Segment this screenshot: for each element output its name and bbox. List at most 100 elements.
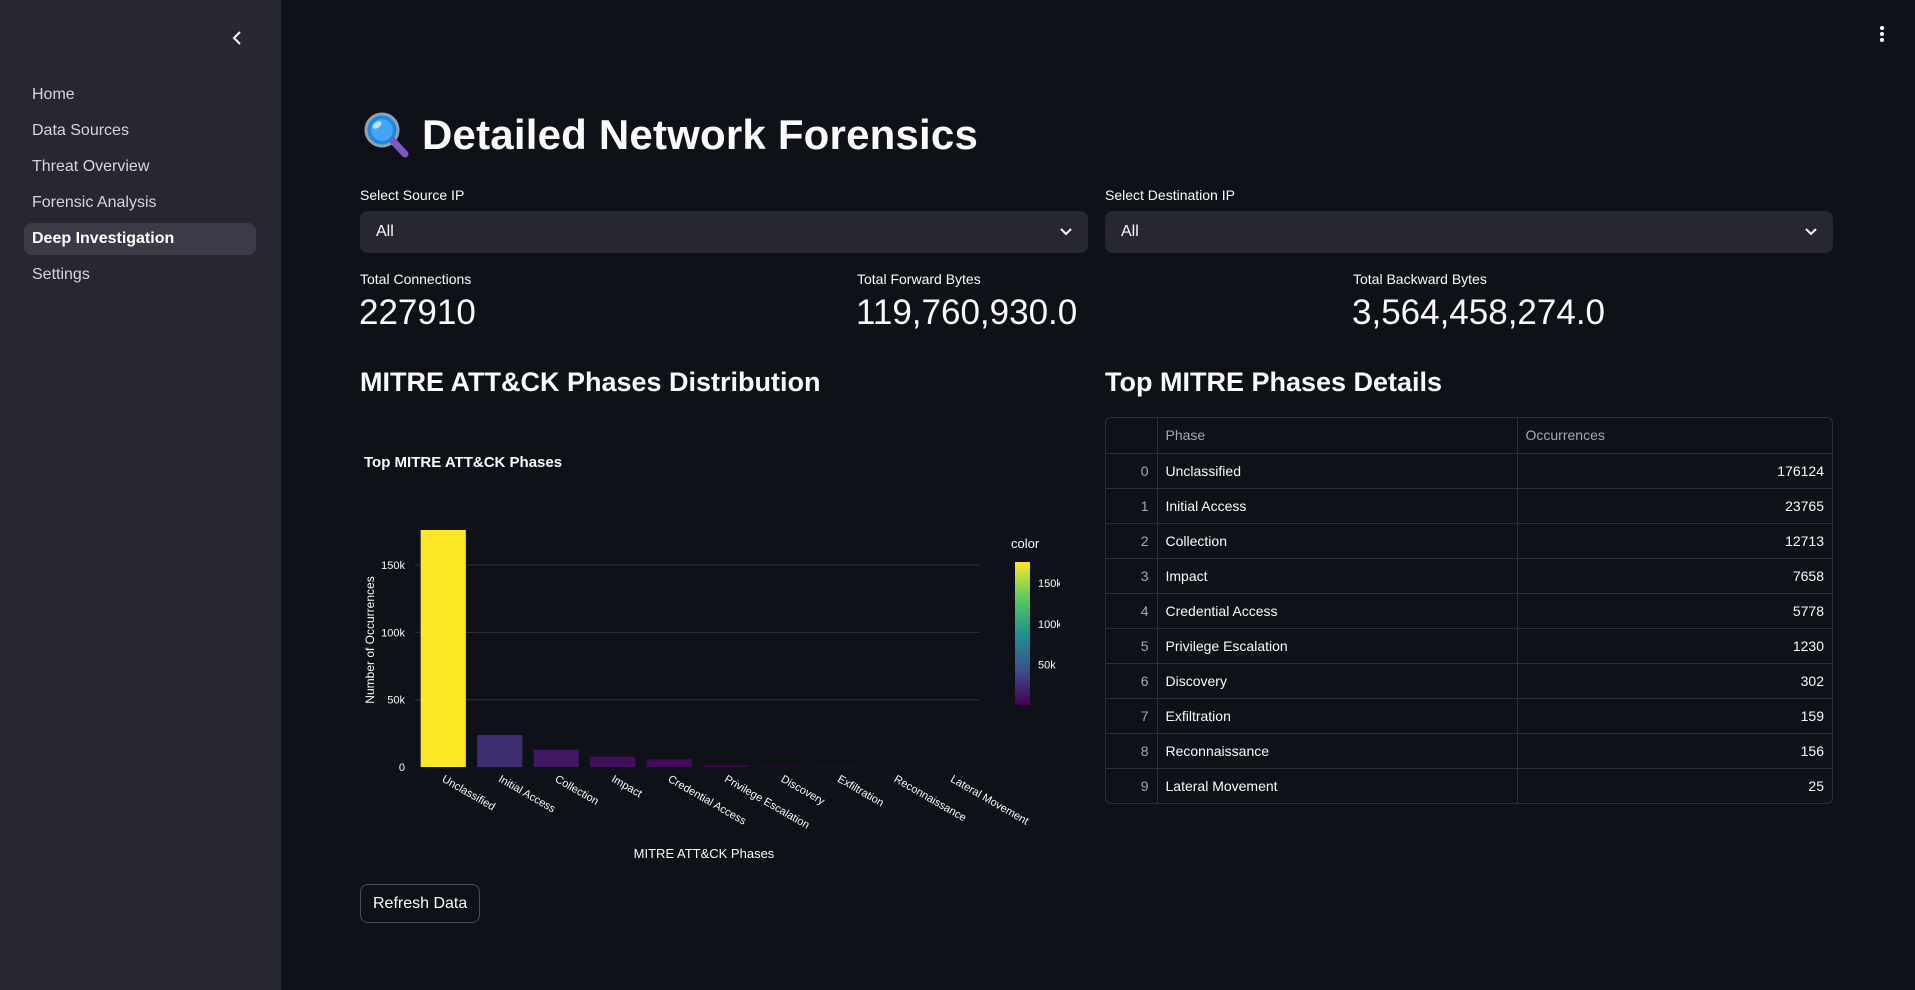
x-tick-label: Impact bbox=[609, 773, 644, 800]
row-index: 1 bbox=[1106, 488, 1158, 524]
table-row[interactable]: 8 Reconnaissance 156 bbox=[1106, 733, 1832, 769]
table-header-row: Phase Occurrences bbox=[1106, 418, 1832, 454]
row-phase: Lateral Movement bbox=[1157, 768, 1518, 803]
sidebar-item-deep-investigation[interactable]: Deep Investigation bbox=[24, 223, 256, 255]
sidebar-nav: Home Data Sources Threat Overview Forens… bbox=[24, 79, 256, 295]
bar-discovery bbox=[759, 766, 805, 768]
row-index: 8 bbox=[1106, 733, 1158, 769]
row-index: 4 bbox=[1106, 593, 1158, 629]
colorbar bbox=[1015, 562, 1030, 705]
row-phase: Exfiltration bbox=[1157, 698, 1518, 734]
metric-value-total-connections: 227910 bbox=[359, 293, 476, 332]
row-phase: Collection bbox=[1157, 523, 1518, 559]
colorbar-tick-label: 100k bbox=[1038, 619, 1060, 631]
destination-ip-select[interactable]: All bbox=[1105, 211, 1833, 253]
destination-ip-label: Select Destination IP bbox=[1105, 187, 1235, 203]
source-ip-select[interactable]: All bbox=[360, 211, 1088, 253]
chevron-down-icon bbox=[1805, 228, 1817, 236]
mitre-phases-table[interactable]: Phase Occurrences 0 Unclassified 176124 1 In… bbox=[1105, 417, 1833, 804]
main-menu-button[interactable] bbox=[1873, 22, 1891, 46]
destination-ip-value: All bbox=[1121, 223, 1139, 240]
bar-exfiltration bbox=[816, 766, 862, 768]
sidebar-item-label: Settings bbox=[32, 266, 90, 283]
row-index: 0 bbox=[1106, 453, 1158, 489]
column-header-index[interactable] bbox=[1106, 418, 1158, 454]
row-phase: Reconnaissance bbox=[1157, 733, 1518, 769]
y-tick-label: 0 bbox=[399, 762, 405, 774]
source-ip-label: Select Source IP bbox=[360, 187, 465, 203]
x-tick-label: Exfiltration bbox=[835, 773, 885, 809]
row-phase: Discovery bbox=[1157, 663, 1518, 699]
table-section-title: Top MITRE Phases Details bbox=[1105, 367, 1443, 397]
table-row[interactable]: 1 Initial Access 23765 bbox=[1106, 488, 1832, 524]
sidebar-item-label: Deep Investigation bbox=[32, 230, 175, 247]
table-row[interactable]: 5 Privilege Escalation 1230 bbox=[1106, 628, 1832, 664]
sidebar: Home Data Sources Threat Overview Forens… bbox=[0, 0, 281, 990]
row-phase: Initial Access bbox=[1157, 488, 1518, 524]
sidebar-item-label: Home bbox=[32, 86, 75, 103]
row-index: 6 bbox=[1106, 663, 1158, 699]
x-axis-label: MITRE ATT&CK Phases bbox=[634, 846, 775, 861]
bar-privilege-escalation bbox=[703, 765, 749, 767]
table-row[interactable]: 9 Lateral Movement 25 bbox=[1106, 768, 1832, 803]
x-tick-label: Unclassified bbox=[440, 773, 497, 813]
row-occurrences: 302 bbox=[1517, 663, 1832, 699]
row-occurrences: 156 bbox=[1517, 733, 1832, 769]
y-tick-label: 50k bbox=[387, 695, 405, 707]
y-axis-label: Number of Occurrences bbox=[363, 576, 377, 703]
table-row[interactable]: 3 Impact 7658 bbox=[1106, 558, 1832, 594]
row-occurrences: 12713 bbox=[1517, 523, 1832, 559]
column-header-occurrences[interactable]: Occurrences bbox=[1517, 418, 1832, 454]
metric-value-total-backward-bytes: 3,564,458,274.0 bbox=[1352, 293, 1606, 332]
bar-impact bbox=[590, 756, 636, 767]
refresh-data-button[interactable]: Refresh Data bbox=[360, 884, 481, 923]
x-tick-label: Collection bbox=[553, 773, 601, 808]
table-row[interactable]: 6 Discovery 302 bbox=[1106, 663, 1832, 699]
table-row[interactable]: 7 Exfiltration 159 bbox=[1106, 698, 1832, 734]
row-index: 9 bbox=[1106, 768, 1158, 803]
collapse-sidebar-button[interactable] bbox=[228, 26, 246, 50]
sidebar-item-threat-overview[interactable]: Threat Overview bbox=[24, 151, 256, 183]
row-index: 3 bbox=[1106, 558, 1158, 594]
sidebar-item-data-sources[interactable]: Data Sources bbox=[24, 115, 256, 147]
table-row[interactable]: 4 Credential Access 5778 bbox=[1106, 593, 1832, 629]
x-tick-label: Discovery bbox=[779, 773, 827, 808]
row-phase: Unclassified bbox=[1157, 453, 1518, 489]
y-tick-label: 100k bbox=[381, 627, 405, 639]
sidebar-item-forensic-analysis[interactable]: Forensic Analysis bbox=[24, 187, 256, 219]
x-tick-label: Initial Access bbox=[496, 773, 557, 815]
page-header: Detailed Network Forensics bbox=[360, 110, 978, 160]
magnifying-glass-icon bbox=[364, 112, 409, 158]
row-index: 2 bbox=[1106, 523, 1158, 559]
row-phase: Impact bbox=[1157, 558, 1518, 594]
row-occurrences: 23765 bbox=[1517, 488, 1832, 524]
sidebar-item-home[interactable]: Home bbox=[24, 79, 256, 111]
row-occurrences: 5778 bbox=[1517, 593, 1832, 629]
row-index: 5 bbox=[1106, 628, 1158, 664]
column-header-phase[interactable]: Phase bbox=[1157, 418, 1518, 454]
chart-title: Top MITRE ATT&CK Phases bbox=[364, 454, 562, 471]
table-row[interactable]: 2 Collection 12713 bbox=[1106, 523, 1832, 559]
metric-label-total-backward-bytes: Total Backward Bytes bbox=[1353, 271, 1487, 287]
row-occurrences: 7658 bbox=[1517, 558, 1832, 594]
bar-unclassified bbox=[420, 530, 466, 767]
colorbar-tick-label: 50k bbox=[1038, 659, 1056, 671]
bar-reconnaissance bbox=[872, 766, 918, 768]
mitre-phases-bar-chart: Top MITRE ATT&CK Phases 0 50k 100k 150k Unc… bbox=[363, 454, 1060, 861]
row-phase: Privilege Escalation bbox=[1157, 628, 1518, 664]
metric-value-total-forward-bytes: 119,760,930.0 bbox=[856, 293, 1078, 332]
row-occurrences: 25 bbox=[1808, 777, 1824, 794]
row-index: 7 bbox=[1106, 698, 1158, 734]
metric-label-total-connections: Total Connections bbox=[360, 271, 472, 287]
chevron-left-icon bbox=[232, 31, 241, 45]
row-occurrences: 1230 bbox=[1517, 628, 1832, 664]
row-phase: Credential Access bbox=[1157, 593, 1518, 629]
bar-lateral-movement bbox=[929, 766, 975, 768]
bar-initial-access bbox=[477, 735, 523, 767]
sidebar-item-settings[interactable]: Settings bbox=[24, 259, 256, 291]
table-row[interactable]: 0 Unclassified 176124 bbox=[1106, 453, 1832, 489]
row-occurrences: 159 bbox=[1517, 698, 1832, 734]
kebab-menu-icon bbox=[1880, 26, 1884, 42]
colorbar-title: color bbox=[1011, 536, 1040, 551]
metric-label-total-forward-bytes: Total Forward Bytes bbox=[857, 271, 981, 287]
